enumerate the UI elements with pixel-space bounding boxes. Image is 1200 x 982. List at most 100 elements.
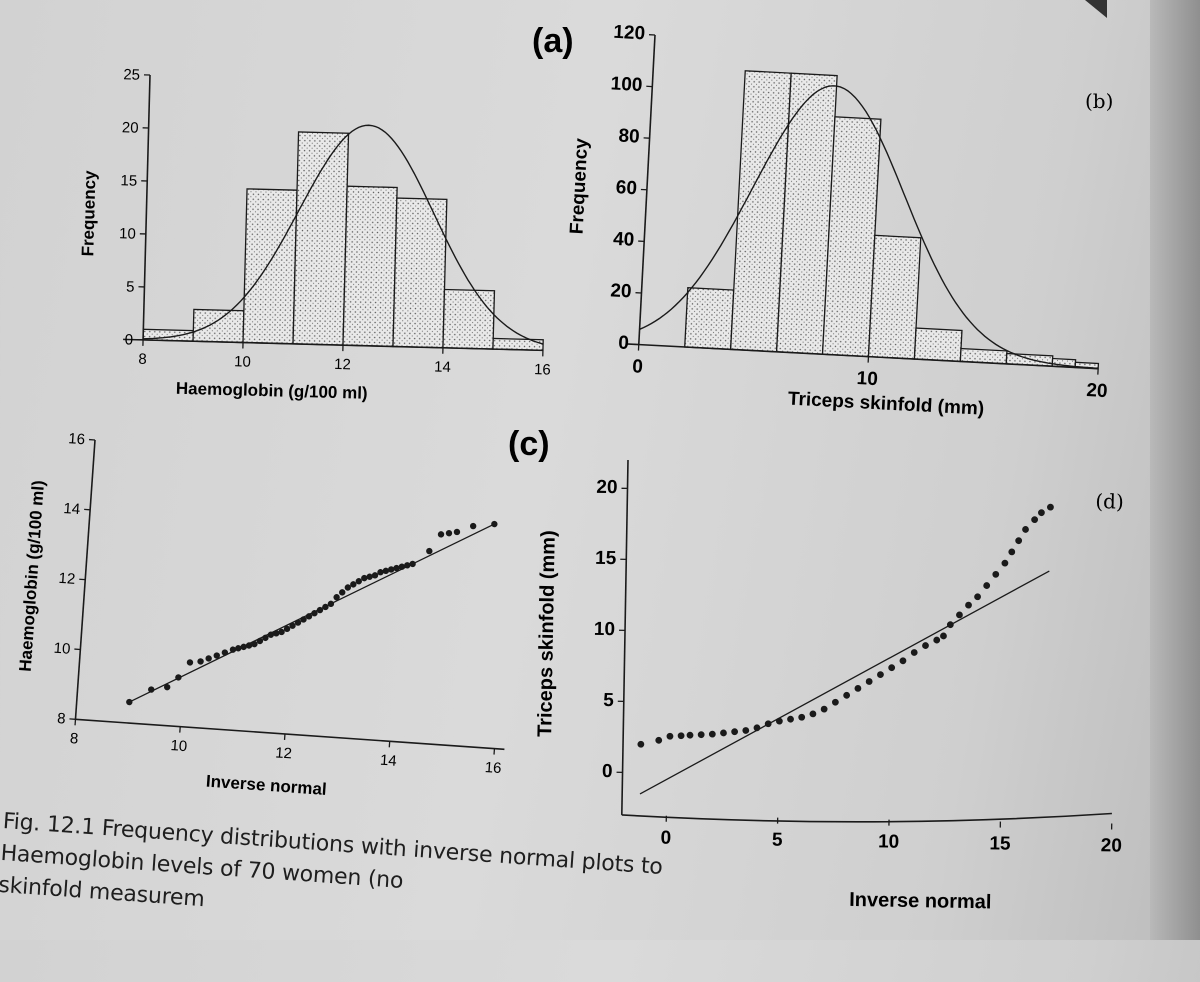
panel-a-ytick-label: 5	[126, 278, 135, 295]
panel-d-point	[698, 731, 705, 738]
panel-b-ytick-label: 0	[618, 333, 630, 355]
panel-c-point	[205, 655, 212, 662]
panel-b-ytick-label: 60	[615, 177, 637, 199]
panel-a-bar	[443, 289, 495, 349]
panel-d-ytick-label: 10	[594, 619, 616, 640]
panel-b-bar	[914, 328, 962, 361]
panel-d-point	[787, 716, 794, 723]
panel-b-bars	[685, 68, 1113, 368]
panel-c-ytick-label: 10	[53, 640, 71, 658]
panel-c-xtick-label: 14	[379, 752, 397, 770]
panel-a-bar	[343, 186, 397, 346]
panel-d-label: (d)	[1095, 489, 1124, 513]
panel-d-y-axis	[622, 460, 628, 815]
panel-d-x-axis	[622, 805, 1112, 827]
panel-d-point	[687, 732, 694, 739]
panel-d-point	[798, 714, 805, 721]
panel-d-point	[956, 611, 963, 618]
panel-d-fit-line	[640, 564, 1049, 801]
panel-d-ytick-label: 15	[595, 548, 617, 569]
panel-d-point	[832, 699, 839, 706]
panel-c-point	[438, 531, 445, 538]
panel-c-label: (c)	[508, 425, 550, 463]
panel-c-ytick-label: 14	[63, 500, 81, 518]
panel-d-point	[1008, 548, 1015, 555]
panel-c-point	[339, 589, 346, 596]
panel-d-xtick-label: 10	[878, 831, 900, 852]
panel-a-bar	[393, 198, 447, 348]
panel-d-point	[709, 731, 716, 738]
panel-b-xlabel: Triceps skinfold (mm)	[787, 388, 984, 419]
panel-d-ylabel: Triceps skinfold (mm)	[534, 530, 560, 737]
panel-d-point	[933, 637, 940, 644]
panel-c-xtick-label: 12	[275, 744, 293, 762]
panel-c-point	[187, 659, 194, 666]
panel-d-point	[754, 724, 761, 731]
panel-c-xlabel: Inverse normal	[205, 772, 327, 799]
panel-d-point	[666, 733, 673, 740]
panel-d-point	[877, 671, 884, 678]
panel-c-point	[126, 699, 133, 706]
panel-c-point	[470, 523, 477, 530]
panel-d-point	[843, 692, 850, 699]
panel-c-ytick-label: 8	[57, 710, 67, 728]
panel-d-ytick-label: 5	[603, 690, 614, 711]
panel-d-point	[637, 741, 644, 748]
panel-a-ylabel: Frequency	[78, 170, 99, 257]
panel-d-point	[809, 710, 816, 717]
panel-b-bar	[868, 235, 920, 359]
panel-d-point	[854, 685, 861, 692]
panel-a-bar	[293, 132, 349, 345]
panel-b-xtick-label: 10	[856, 368, 878, 390]
panel-c-xtick-label: 10	[170, 737, 188, 755]
panel-d-point	[1001, 560, 1008, 567]
panel-c-ytick-label: 12	[58, 570, 76, 588]
panel-d-point	[911, 649, 918, 656]
panel-a-bar	[243, 189, 297, 344]
panel-d-point	[1022, 526, 1029, 533]
panel-d-ytick-label: 20	[596, 477, 618, 498]
panel-c-point	[446, 530, 453, 537]
panel-d-point	[1031, 516, 1038, 523]
panel-d-ytick-label: 0	[602, 761, 613, 782]
panel-d-point	[1038, 509, 1045, 516]
panel-c-point	[491, 521, 498, 528]
panel-c-ylabel: Haemoglobin (g/100 ml)	[16, 480, 48, 673]
panel-b-ytick-label: 20	[610, 280, 632, 302]
panel-d-point	[992, 571, 999, 578]
panel-b-ylabel: Frequency	[566, 137, 592, 234]
panel-b-ytick-label: 40	[613, 229, 635, 251]
panel-a-ytick-label: 10	[119, 225, 136, 242]
panel-d-points	[637, 497, 1053, 755]
panel-d-point	[1047, 504, 1054, 511]
panel-b-ytick-label: 120	[613, 22, 646, 45]
panel-a-xlabel: Haemoglobin (g/100 ml)	[176, 379, 368, 403]
panel-d-point	[866, 678, 873, 685]
panel-a-bars	[143, 128, 548, 350]
panel-b-ytick-label: 100	[610, 73, 643, 96]
panel-d-xtick-label: 15	[989, 833, 1011, 854]
panel-a-ytick-label: 25	[123, 66, 140, 83]
panel-a-xtick-label: 8	[138, 351, 147, 368]
panel-a-xtick-label: 14	[434, 359, 451, 376]
panel-d-point	[678, 732, 685, 739]
panel-d-point	[655, 737, 662, 744]
panel-d-point	[888, 664, 895, 671]
panel-d-xtick-label: 20	[1101, 835, 1123, 856]
panel-a-ytick-label: 0	[124, 331, 133, 348]
panel-d-point	[965, 602, 972, 609]
panel-d-point	[821, 706, 828, 713]
panel-b-ytick-label: 80	[618, 126, 640, 148]
panel-c-xtick-label: 8	[69, 730, 79, 748]
panel-d-point	[1015, 537, 1022, 544]
panel-d-point	[922, 642, 929, 649]
panel-d-point	[742, 727, 749, 734]
panel-d-point	[899, 657, 906, 664]
panel-b-xtick-label: 20	[1086, 380, 1108, 402]
panel-b-corner-label: (b)	[1085, 89, 1113, 113]
panel-c-xtick-label: 16	[484, 759, 502, 777]
panel-a-xtick-label: 16	[534, 361, 551, 378]
